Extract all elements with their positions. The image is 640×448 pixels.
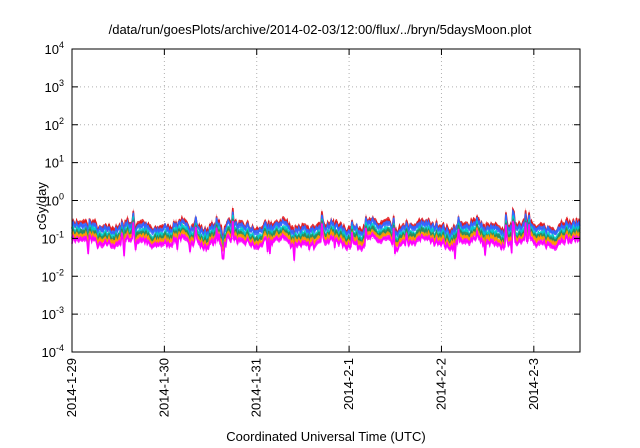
y-tick-label: 101 [45, 154, 64, 171]
grid [72, 49, 580, 352]
series-band [72, 218, 580, 264]
y-tick-label: 103 [45, 78, 64, 95]
y-axis-label: cGy/day [34, 182, 49, 230]
x-tick-label: 2014-2-1 [341, 358, 356, 410]
y-tick-label: 102 [45, 116, 64, 133]
x-tick-label: 2014-1-31 [249, 358, 264, 417]
y-tick-label: 104 [45, 40, 64, 57]
series-line [71, 208, 581, 244]
y-tick-label: 10-1 [42, 229, 64, 246]
y-tick-label: 100 [45, 192, 64, 209]
series-line [71, 220, 581, 261]
series-band [72, 216, 580, 253]
series-line [71, 221, 581, 252]
x-tick-label: 2014-1-30 [156, 358, 171, 417]
ticks: 10-4 10-3 10-2 10-1 100 101 102 103 104 2014-1-29… [42, 40, 580, 417]
y-tick-label: 10-2 [42, 267, 64, 284]
y-tick-label: 10-4 [42, 343, 64, 360]
x-tick-label: 2014-1-29 [64, 358, 79, 417]
x-tick-label: 2014-2-3 [526, 358, 541, 410]
y-tick-label: 10-3 [42, 305, 64, 322]
series-band [72, 209, 580, 246]
series-layer [71, 205, 581, 264]
x-axis-label: Coordinated Universal Time (UTC) [226, 429, 426, 444]
series-line [71, 218, 581, 251]
x-tick-label: 2014-2-2 [433, 358, 448, 410]
chart-title: /data/run/goesPlots/archive/2014-02-03/1… [108, 22, 532, 37]
